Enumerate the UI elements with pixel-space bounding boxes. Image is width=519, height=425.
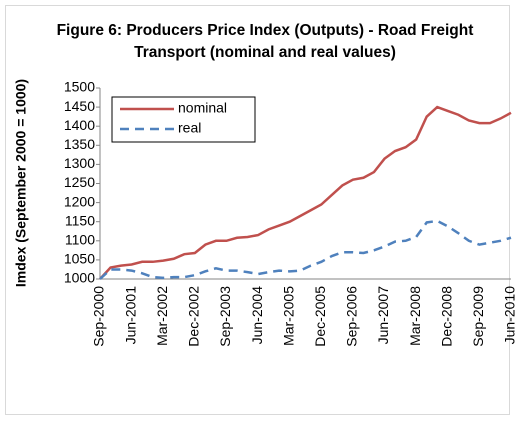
x-tick-label: Jun-2001 [122,286,138,345]
x-tick-label: Dec-2002 [186,286,202,347]
x-tick-label: Mar-2008 [407,286,423,346]
chart-title: Figure 6: Producers Price Index (Outputs… [56,22,474,61]
series-line [99,219,512,280]
y-tick-label: 1000 [64,270,95,286]
x-tick-label: Dec-2008 [438,286,454,347]
x-tick-label: Jun-2004 [249,286,265,345]
x-tick-label: Mar-2005 [280,286,296,346]
y-tick-label: 1350 [64,136,95,152]
y-tick-label: 1500 [64,79,95,95]
legend: nominal real [111,96,256,143]
legend-box [111,96,256,143]
legend-label: real [178,120,201,136]
y-tick-label: 1450 [64,98,95,114]
x-tick-label: Jun-2010 [502,286,518,345]
y-tick-label: 1400 [64,117,95,133]
x-tick-label: Sep-2000 [91,286,107,347]
chart-frame [5,5,510,415]
x-tick-label: Jun-2007 [375,286,391,345]
x-tick-label: Mar-2002 [154,286,170,346]
y-tick-label: 1300 [64,155,95,171]
y-tick-label: 1050 [64,251,95,267]
y-tick-label: 1100 [65,232,95,248]
x-tick-label: Sep-2009 [470,286,486,347]
x-tick-label: Dec-2005 [312,286,328,347]
y-tick-label: 1200 [64,193,95,209]
y-tick-label: 1250 [64,174,95,190]
series-line [99,105,512,280]
x-tick-label: Sep-2006 [344,286,360,347]
x-tick-label: Sep-2003 [217,286,233,347]
y-axis-label: Imdex (September 2000 = 1000) [13,79,29,287]
y-tick-label: 1150 [65,212,95,228]
legend-label: nominal [178,100,227,116]
